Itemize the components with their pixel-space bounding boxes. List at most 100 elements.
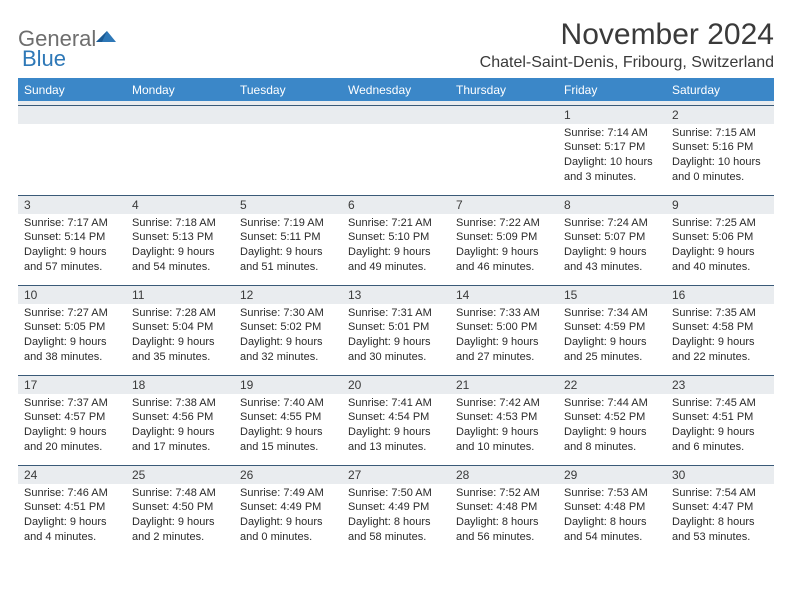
daylight-text: Daylight: 9 hours and 2 minutes. [132, 515, 228, 545]
calendar-cell: . [126, 105, 234, 195]
daylight-text: Daylight: 8 hours and 56 minutes. [456, 515, 552, 545]
sunrise-text: Sunrise: 7:27 AM [24, 306, 120, 321]
sunset-text: Sunset: 4:47 PM [672, 500, 768, 515]
daylight-text: Daylight: 9 hours and 46 minutes. [456, 245, 552, 275]
day-details: Sunrise: 7:33 AMSunset: 5:00 PMDaylight:… [450, 304, 558, 367]
sunrise-text: Sunrise: 7:17 AM [24, 216, 120, 231]
calendar-cell: 18 Sunrise: 7:38 AMSunset: 4:56 PMDayligh… [126, 375, 234, 465]
sunrise-text: Sunrise: 7:21 AM [348, 216, 444, 231]
calendar-cell: 13Sunrise: 7:31 AMSunset: 5:01 PMDayligh… [342, 285, 450, 375]
day-number: . [234, 106, 342, 124]
sunrise-text: Sunrise: 7:50 AM [348, 486, 444, 501]
daylight-text: Daylight: 8 hours and 53 minutes. [672, 515, 768, 545]
calendar-cell: 7Sunrise: 7:22 AMSunset: 5:09 PMDaylight… [450, 195, 558, 285]
daylight-text: Daylight: 9 hours and 13 minutes. [348, 425, 444, 455]
sunset-text: Sunset: 4:48 PM [564, 500, 660, 515]
sunset-text: Sunset: 5:14 PM [24, 230, 120, 245]
calendar-cell: 14Sunrise: 7:33 AMSunset: 5:00 PMDayligh… [450, 285, 558, 375]
daylight-text: Daylight: 9 hours and 57 minutes. [24, 245, 120, 275]
sunrise-text: Sunrise: 7:46 AM [24, 486, 120, 501]
daylight-text: Daylight: 9 hours and 51 minutes. [240, 245, 336, 275]
day-number: 26 [234, 466, 342, 484]
day-details: Sunrise: 7:45 AMSunset: 4:51 PMDaylight:… [666, 394, 774, 457]
sunrise-text: Sunrise: 7:38 AM [132, 396, 228, 411]
sunrise-text: Sunrise: 7:42 AM [456, 396, 552, 411]
sunset-text: Sunset: 5:06 PM [672, 230, 768, 245]
day-number: 15 [558, 286, 666, 304]
day-number: 18 [126, 376, 234, 394]
day-number: 11 [126, 286, 234, 304]
daylight-text: Daylight: 9 hours and 4 minutes. [24, 515, 120, 545]
day-details: Sunrise: 7:53 AMSunset: 4:48 PMDaylight:… [558, 484, 666, 547]
sunrise-text: Sunrise: 7:28 AM [132, 306, 228, 321]
calendar-cell: 23Sunrise: 7:45 AMSunset: 4:51 PMDayligh… [666, 375, 774, 465]
day-details: Sunrise: 7:27 AMSunset: 5:05 PMDaylight:… [18, 304, 126, 367]
sunrise-text: Sunrise: 7:48 AM [132, 486, 228, 501]
sunset-text: Sunset: 4:57 PM [24, 410, 120, 425]
day-number: 23 [666, 376, 774, 394]
sunset-text: Sunset: 5:13 PM [132, 230, 228, 245]
day-details: Sunrise: 7:22 AMSunset: 5:09 PMDaylight:… [450, 214, 558, 277]
day-number: . [126, 106, 234, 124]
sunset-text: Sunset: 5:05 PM [24, 320, 120, 335]
daylight-text: Daylight: 9 hours and 15 minutes. [240, 425, 336, 455]
calendar-cell: 5Sunrise: 7:19 AMSunset: 5:11 PMDaylight… [234, 195, 342, 285]
day-number: 6 [342, 196, 450, 214]
sunset-text: Sunset: 5:17 PM [564, 140, 660, 155]
calendar-cell: 19Sunrise: 7:40 AMSunset: 4:55 PMDayligh… [234, 375, 342, 465]
calendar-cell: 24Sunrise: 7:46 AMSunset: 4:51 PMDayligh… [18, 465, 126, 555]
weekday-header: Friday [558, 79, 666, 102]
daylight-text: Daylight: 8 hours and 54 minutes. [564, 515, 660, 545]
sunset-text: Sunset: 4:59 PM [564, 320, 660, 335]
day-number: 1 [558, 106, 666, 124]
calendar-cell: 22Sunrise: 7:44 AMSunset: 4:52 PMDayligh… [558, 375, 666, 465]
sunset-text: Sunset: 5:10 PM [348, 230, 444, 245]
weekday-header: Tuesday [234, 79, 342, 102]
sunset-text: Sunset: 5:09 PM [456, 230, 552, 245]
logo-text-blue: Blue [22, 46, 66, 71]
daylight-text: Daylight: 9 hours and 17 minutes. [132, 425, 228, 455]
day-details: Sunrise: 7:49 AMSunset: 4:49 PMDaylight:… [234, 484, 342, 547]
day-number: 24 [18, 466, 126, 484]
daylight-text: Daylight: 9 hours and 40 minutes. [672, 245, 768, 275]
weekday-header: Thursday [450, 79, 558, 102]
sunset-text: Sunset: 4:49 PM [240, 500, 336, 515]
sunset-text: Sunset: 5:11 PM [240, 230, 336, 245]
calendar-cell: 12Sunrise: 7:30 AMSunset: 5:02 PMDayligh… [234, 285, 342, 375]
sunrise-text: Sunrise: 7:41 AM [348, 396, 444, 411]
calendar-cell: . [234, 105, 342, 195]
sunset-text: Sunset: 4:58 PM [672, 320, 768, 335]
calendar-week-row: 3Sunrise: 7:17 AMSunset: 5:14 PMDaylight… [18, 195, 774, 285]
sunrise-text: Sunrise: 7:53 AM [564, 486, 660, 501]
daylight-text: Daylight: 10 hours and 0 minutes. [672, 155, 768, 185]
sunset-text: Sunset: 4:48 PM [456, 500, 552, 515]
day-details: Sunrise: 7:54 AMSunset: 4:47 PMDaylight:… [666, 484, 774, 547]
day-details: Sunrise: 7:15 AMSunset: 5:16 PMDaylight:… [666, 124, 774, 187]
calendar-cell: . [450, 105, 558, 195]
sunrise-text: Sunrise: 7:24 AM [564, 216, 660, 231]
sunrise-text: Sunrise: 7:31 AM [348, 306, 444, 321]
sunrise-text: Sunrise: 7:44 AM [564, 396, 660, 411]
sunrise-text: Sunrise: 7:54 AM [672, 486, 768, 501]
sunrise-text: Sunrise: 7:22 AM [456, 216, 552, 231]
sunrise-text: Sunrise: 7:25 AM [672, 216, 768, 231]
sunset-text: Sunset: 4:55 PM [240, 410, 336, 425]
weekday-header-row: SundayMondayTuesdayWednesdayThursdayFrid… [18, 79, 774, 102]
sunset-text: Sunset: 5:00 PM [456, 320, 552, 335]
daylight-text: Daylight: 9 hours and 49 minutes. [348, 245, 444, 275]
daylight-text: Daylight: 9 hours and 43 minutes. [564, 245, 660, 275]
day-details: Sunrise: 7:14 AMSunset: 5:17 PMDaylight:… [558, 124, 666, 187]
day-number: 30 [666, 466, 774, 484]
calendar-cell: 15Sunrise: 7:34 AMSunset: 4:59 PMDayligh… [558, 285, 666, 375]
sunset-text: Sunset: 5:16 PM [672, 140, 768, 155]
calendar-cell: 6 Sunrise: 7:21 AMSunset: 5:10 PMDaylight… [342, 195, 450, 285]
sunset-text: Sunset: 4:56 PM [132, 410, 228, 425]
calendar-week-row: 24Sunrise: 7:46 AMSunset: 4:51 PMDayligh… [18, 465, 774, 555]
sunset-text: Sunset: 4:54 PM [348, 410, 444, 425]
day-number: 4 [126, 196, 234, 214]
day-number: 3 [18, 196, 126, 214]
sunset-text: Sunset: 4:52 PM [564, 410, 660, 425]
calendar-cell: 8Sunrise: 7:24 AMSunset: 5:07 PMDaylight… [558, 195, 666, 285]
sunset-text: Sunset: 5:07 PM [564, 230, 660, 245]
day-number: 20 [342, 376, 450, 394]
